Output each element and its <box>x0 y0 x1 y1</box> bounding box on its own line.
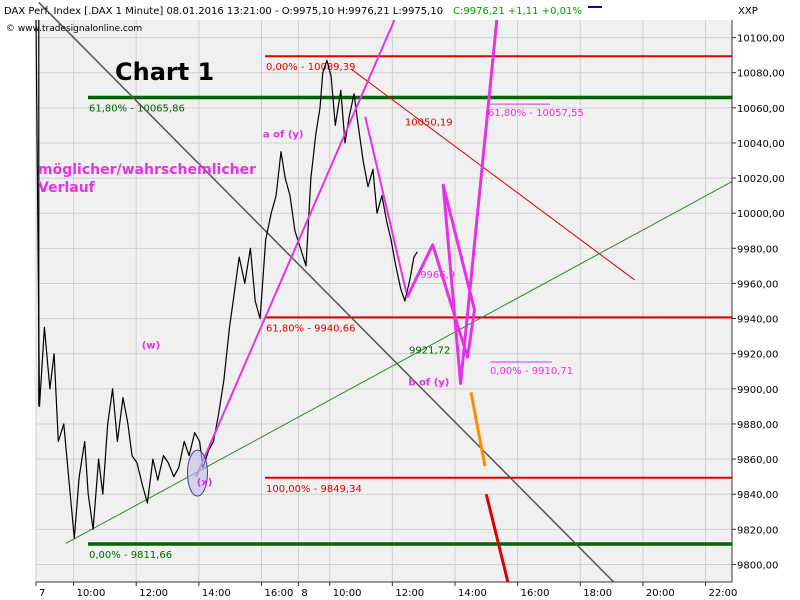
y-tick-label: 10080,00 <box>737 69 785 80</box>
x-tick-label: 10:00 <box>333 588 362 599</box>
y-tick-label: 10000,00 <box>737 209 785 220</box>
chart-close-value: C:9976,21 +1,11 +0,01% <box>453 6 582 17</box>
short-level-label: 61,80% - 10057,55 <box>488 108 584 119</box>
y-tick-label: 9980,00 <box>737 244 778 255</box>
y-tick-label: 9840,00 <box>737 490 778 501</box>
chart-annotation: 10050,19 <box>405 117 453 128</box>
y-axis-ticks: 9800,00 9820,00 9840,00 9860,00 9880,00 9900,… <box>732 34 785 571</box>
gridlines <box>35 20 732 582</box>
y-tick-label: 10060,00 <box>737 104 785 115</box>
x-tick-label: 16:00 <box>265 588 294 599</box>
projection-trend-line <box>364 116 408 293</box>
short-level-label: 0,00% - 9910,71 <box>490 366 573 377</box>
annotations: a of (y) (w) (x) 10050,19 9966,9 9921,72 b of … <box>142 117 455 488</box>
y-tick-label: 9860,00 <box>737 455 778 466</box>
y-tick-label: 9880,00 <box>737 420 778 431</box>
y-tick-label: 9820,00 <box>737 525 778 536</box>
y-tick-label: 10040,00 <box>737 139 785 150</box>
plot-area <box>36 20 732 582</box>
fib-level-label: 100,00% - 9849,34 <box>266 484 362 495</box>
chart-annotation: a of (y) <box>263 130 304 141</box>
x-tick-label: 22:00 <box>709 588 738 599</box>
y-tick-label: 9900,00 <box>737 385 778 396</box>
x-tick-label: 10:00 <box>77 588 106 599</box>
price-line <box>35 19 418 539</box>
x-tick-label: 8 <box>301 588 307 599</box>
x-tick-label: 7 <box>39 588 45 599</box>
x-tick-label: 12:00 <box>395 588 424 599</box>
x-tick-label: 20:00 <box>646 588 675 599</box>
x-tick-label: 18:00 <box>583 588 612 599</box>
x-tick-label: 14:00 <box>202 588 231 599</box>
trendlines <box>38 1 733 583</box>
chart-annotation: b of (y) <box>408 377 449 388</box>
fibonacci-levels: 0,00% - 10089,39 61,80% - 10065,86 61,80% … <box>88 55 732 561</box>
y-tick-label: 9940,00 <box>737 315 778 326</box>
x-tick-label: 16:00 <box>521 588 550 599</box>
y-tick-label: 9800,00 <box>737 560 778 571</box>
chart-annotation: (x) <box>197 477 213 488</box>
forecast-red-line <box>484 493 510 583</box>
x-tick-label: 14:00 <box>458 588 487 599</box>
wave-x-marker <box>186 449 208 497</box>
projection-path <box>405 19 499 385</box>
x-axis-ticks: 7 10:00 12:00 14:00 16:00 8 10:00 12:00 14:00 16:… <box>35 582 738 599</box>
fib-level-label: 61,80% - 9940,66 <box>266 323 355 334</box>
projection-trend-line <box>195 19 396 478</box>
green-trend-line <box>65 181 733 544</box>
y-tick-label: 10100,00 <box>737 34 785 45</box>
projection-lines <box>186 19 510 583</box>
fib-level-label: 0,00% - 9811,66 <box>89 550 172 561</box>
chart-annotation: 9966,9 <box>420 270 455 281</box>
fib-level-label: 61,80% - 10065,86 <box>89 104 185 115</box>
fib-level-label: 0,00% - 10089,39 <box>266 62 355 73</box>
y-tick-label: 9960,00 <box>737 279 778 290</box>
red-trend-line <box>350 68 635 281</box>
chart-title: Chart 1 <box>115 58 214 86</box>
chart-annotation: (w) <box>142 340 160 351</box>
note-line: Verlauf <box>38 180 96 196</box>
chart-annotation: 9921,72 <box>409 346 450 357</box>
price-series <box>35 19 418 539</box>
axis-title: XXP <box>738 6 758 17</box>
grey-channel-line <box>38 1 615 583</box>
forecast-orange-line <box>469 392 487 467</box>
y-tick-label: 9920,00 <box>737 350 778 361</box>
note-line: möglicher/wahrscheinlicher <box>38 162 256 178</box>
source-credit: © www.tradesignalonline.com <box>6 24 142 34</box>
scenario-note: möglicher/wahrscheinlicher Verlauf <box>38 162 256 196</box>
chart-header: DAX Perf. Index [.DAX 1 Minute] 08.01.20… <box>4 6 443 17</box>
x-tick-label: 12:00 <box>139 588 168 599</box>
y-tick-label: 10020,00 <box>737 174 785 185</box>
